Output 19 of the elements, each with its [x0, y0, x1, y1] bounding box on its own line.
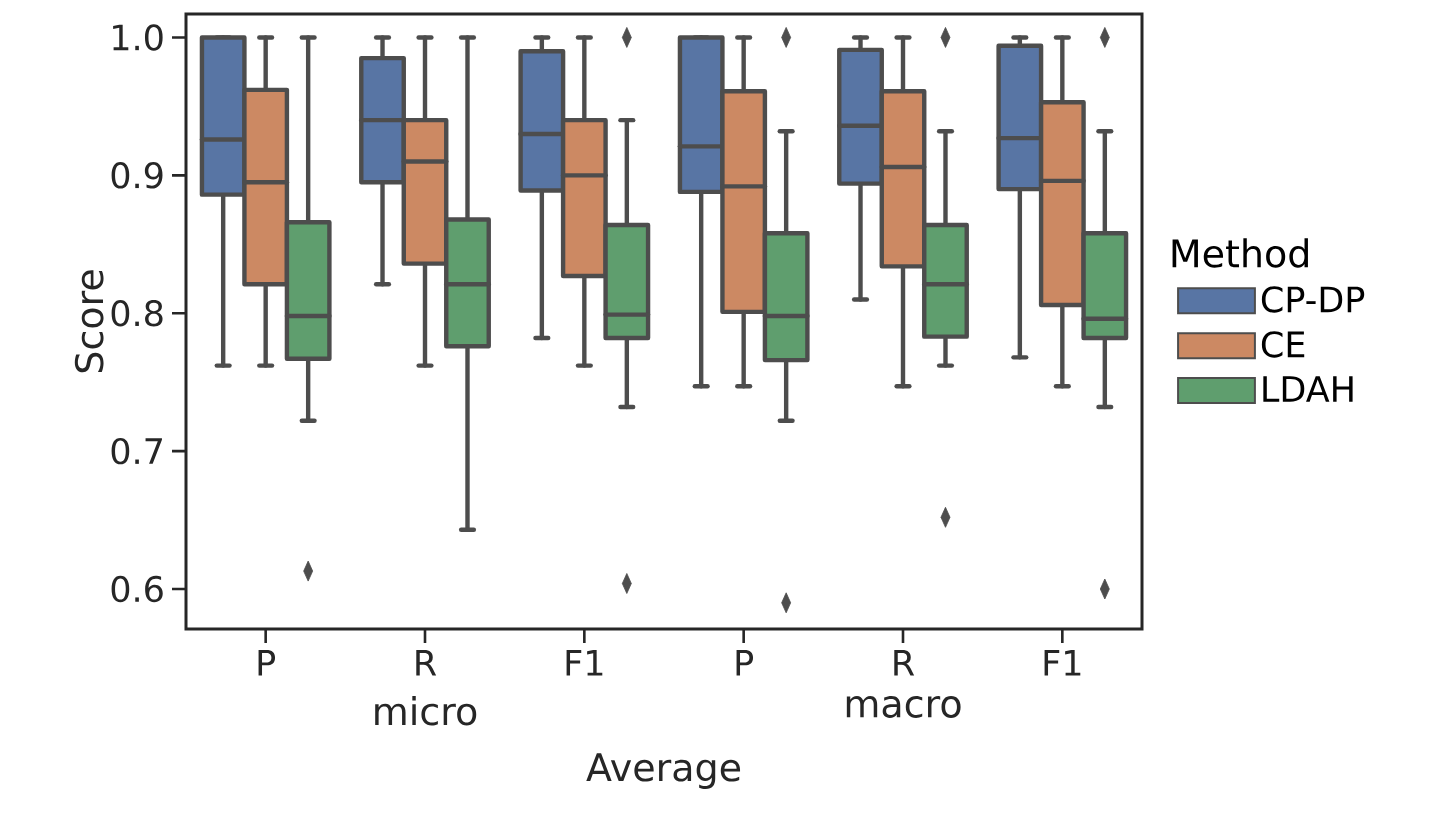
text: macro — [846, 696, 961, 718]
y-axis-title: Score — [74, 270, 104, 373]
text: micro — [375, 696, 477, 726]
x-tick-label: P — [736, 650, 754, 676]
legend-label: LDAH — [1263, 376, 1353, 402]
legend-title: Method — [1172, 238, 1308, 268]
x-tick-label: P — [258, 650, 276, 676]
x-tick-label: R — [894, 650, 915, 676]
y-tick-label: 0.7 — [111, 437, 162, 465]
y-tick-label: 1.0 — [113, 24, 163, 51]
x-tick-label: F1 — [1044, 650, 1081, 676]
x-axis-title: Average — [586, 753, 741, 789]
legend-label: CP-DP — [1261, 286, 1365, 313]
x-tick-label: F1 — [566, 650, 603, 676]
y-tick-label: 0.9 — [111, 162, 163, 189]
legend-label: CE — [1261, 331, 1305, 358]
y-tick-label: 0.8 — [111, 299, 163, 327]
x-tick-label: R — [416, 650, 437, 676]
y-tick-label: 0.6 — [111, 575, 163, 603]
